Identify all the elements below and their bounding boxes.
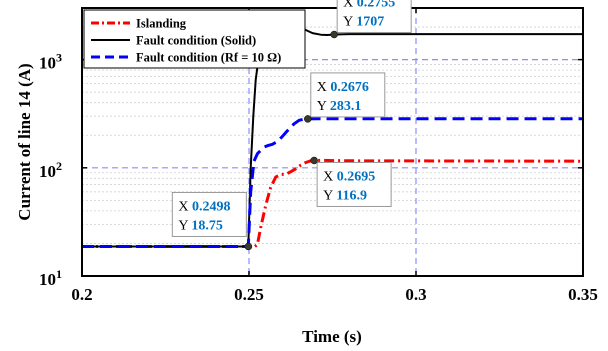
legend-label-1: Islanding bbox=[136, 17, 187, 31]
y-axis-title: Current of line 14 (A) bbox=[15, 63, 34, 220]
datatip-marker bbox=[330, 30, 338, 39]
datatip-x: X 0.2755 bbox=[343, 0, 395, 10]
x-tick-label: 0.3 bbox=[405, 285, 426, 304]
datatip-box bbox=[310, 72, 386, 118]
y-tick-labels: 101 102 103 bbox=[39, 51, 62, 289]
datatip-y: Y 283.1 bbox=[317, 99, 362, 114]
datatips: X 0.2498 Y 18.75 X 0.2695 Y 116.9 X 0.2676 Y … bbox=[171, 0, 412, 251]
legend: Islanding Fault condition (Solid) Fault co… bbox=[83, 9, 306, 69]
x-tick-labels: 0.2 0.25 0.3 0.35 bbox=[71, 285, 598, 304]
datatip-box bbox=[316, 161, 392, 207]
x-tick-label: 0.25 bbox=[234, 285, 264, 304]
datatip-y: Y 116.9 bbox=[323, 188, 367, 203]
legend-label-3: Fault condition (Rf = 10 Ω) bbox=[136, 51, 281, 65]
datatip-x: X 0.2676 bbox=[317, 80, 369, 95]
datatip-box bbox=[336, 0, 412, 33]
datatip-x: X 0.2498 bbox=[178, 199, 230, 214]
minor-gridlines bbox=[82, 26, 583, 244]
x-tick-label: 0.35 bbox=[568, 285, 598, 304]
datatip-y: Y 1707 bbox=[343, 14, 384, 29]
y-tick-label: 102 bbox=[39, 159, 62, 181]
x-tick-label: 0.2 bbox=[71, 285, 92, 304]
datatip-marker bbox=[244, 242, 253, 251]
datatip-x: X 0.2695 bbox=[323, 169, 375, 184]
plot-frame bbox=[81, 7, 584, 277]
datatip-marker bbox=[310, 156, 318, 165]
datatip-marker bbox=[304, 115, 312, 123]
datatip-box bbox=[171, 191, 247, 237]
y-tick-label: 101 bbox=[39, 267, 62, 289]
x-axis-title: Time (s) bbox=[302, 327, 362, 346]
y-tick-label: 103 bbox=[39, 51, 62, 73]
legend-label-2: Fault condition (Solid) bbox=[136, 34, 256, 48]
datatip-y: Y 18.75 bbox=[178, 218, 223, 233]
